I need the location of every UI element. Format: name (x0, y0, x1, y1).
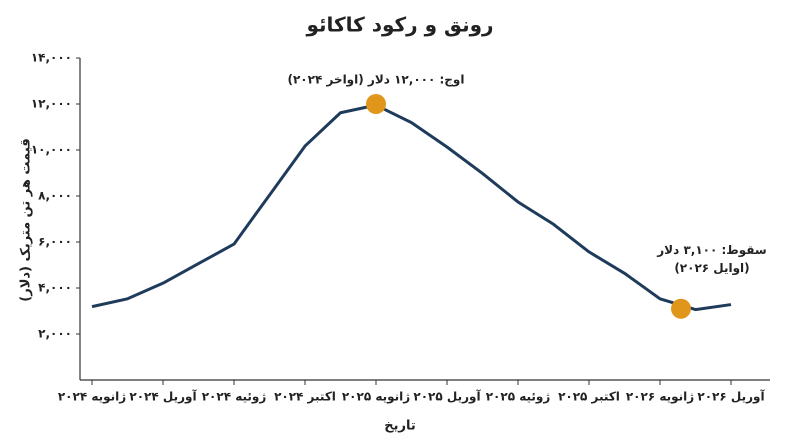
y-axis-title: قیمت هر تن متریک (دلار) (19, 138, 34, 301)
y-tick-label: ۱۰,۰۰۰ (31, 143, 72, 157)
annotation-marker (671, 298, 691, 319)
x-tick-label: ژوئیه ۲۰۲۴ (202, 390, 267, 405)
y-tick-label: ۱۴,۰۰۰ (31, 51, 72, 65)
x-tick-label: ژانویه ۲۰۲۵ (342, 390, 410, 405)
y-tick-label: ۸,۰۰۰ (38, 189, 72, 203)
x-tick-label: ژانویه ۲۰۲۴ (58, 390, 126, 405)
y-tick-label: ۴,۰۰۰ (38, 281, 72, 295)
y-tick-label: ۱۲,۰۰۰ (31, 97, 72, 111)
x-tick-label: ژانویه ۲۰۲۶ (626, 390, 694, 405)
annotation-text: (اوایل ۲۰۲۶) (674, 261, 749, 276)
x-tick-label: آوریل ۲۰۲۴ (129, 389, 197, 405)
annotation-marker (366, 94, 386, 114)
line-series (91, 103, 732, 312)
annotation-text: اوج: ۱۲,۰۰۰ دلار (اواخر ۲۰۲۴) (288, 73, 465, 88)
x-tick-label: آوریل ۲۰۲۵ (413, 389, 481, 405)
y-tick-label: ۶,۰۰۰ (38, 235, 72, 249)
x-tick-label: ژوئیه ۲۰۲۵ (486, 390, 551, 405)
x-axis-title: تاریخ (384, 419, 416, 434)
x-tick-label: آوریل ۲۰۲۶ (697, 389, 765, 405)
chart-title: رونق و رکود کاکائو (305, 13, 493, 37)
y-tick-label: ۲,۰۰۰ (38, 327, 72, 341)
x-tick-label: اکتبر ۲۰۲۵ (558, 390, 620, 404)
annotation-text: سقوط: ۳,۱۰۰ دلار (656, 243, 766, 258)
x-tick-label: اکتبر ۲۰۲۴ (274, 390, 336, 404)
